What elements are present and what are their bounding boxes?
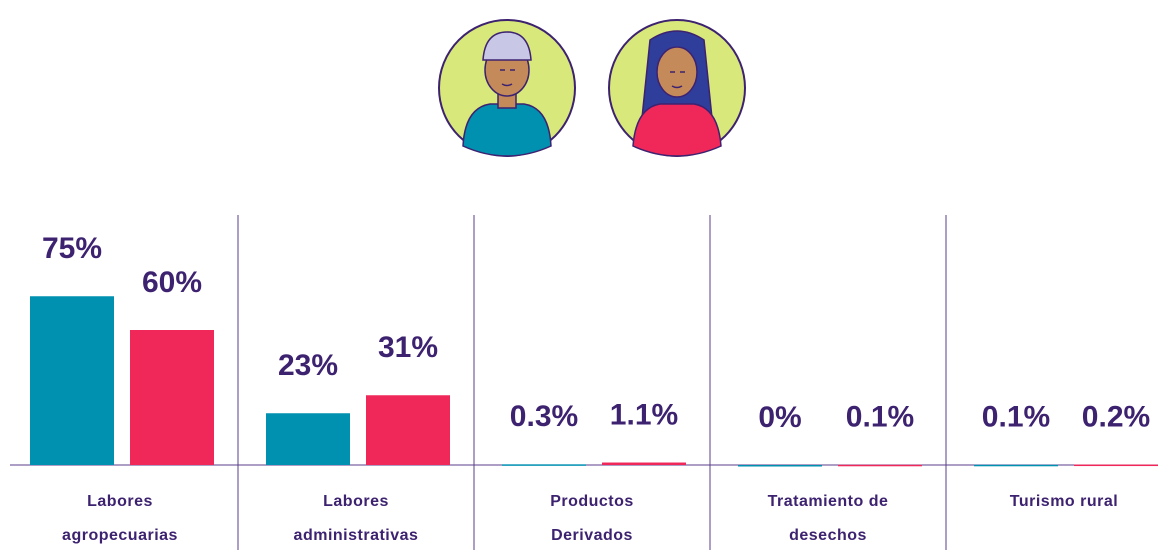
category-label: agropecuarias (62, 527, 178, 544)
bar (30, 296, 114, 465)
category-label: Labores (323, 493, 389, 510)
value-label: 60% (142, 266, 202, 299)
bar (1074, 464, 1158, 467)
value-label: 0.1% (846, 401, 914, 434)
bar (266, 413, 350, 465)
category-label: desechos (789, 527, 867, 544)
category-label: administrativas (294, 527, 419, 544)
category-label: Productos (550, 493, 634, 510)
value-label: 23% (278, 349, 338, 382)
category-label: Tratamiento de (768, 493, 889, 510)
category-label: Turismo rural (1010, 493, 1118, 510)
value-label: 75% (42, 232, 102, 265)
man-icon (438, 19, 576, 157)
bar (130, 330, 214, 465)
bar (738, 465, 822, 467)
woman-icon (608, 19, 746, 157)
value-label: 0% (758, 401, 801, 434)
value-label: 0.3% (510, 400, 578, 433)
bar (502, 464, 586, 466)
value-label: 0.2% (1082, 400, 1150, 433)
value-label: 1.1% (610, 398, 678, 431)
bar (366, 395, 450, 465)
bar (838, 464, 922, 467)
value-label: 31% (378, 331, 438, 364)
category-label: Derivados (551, 527, 633, 544)
bar (602, 462, 686, 465)
value-label: 0.1% (982, 401, 1050, 434)
bar (974, 464, 1058, 467)
category-label: Labores (87, 493, 153, 510)
